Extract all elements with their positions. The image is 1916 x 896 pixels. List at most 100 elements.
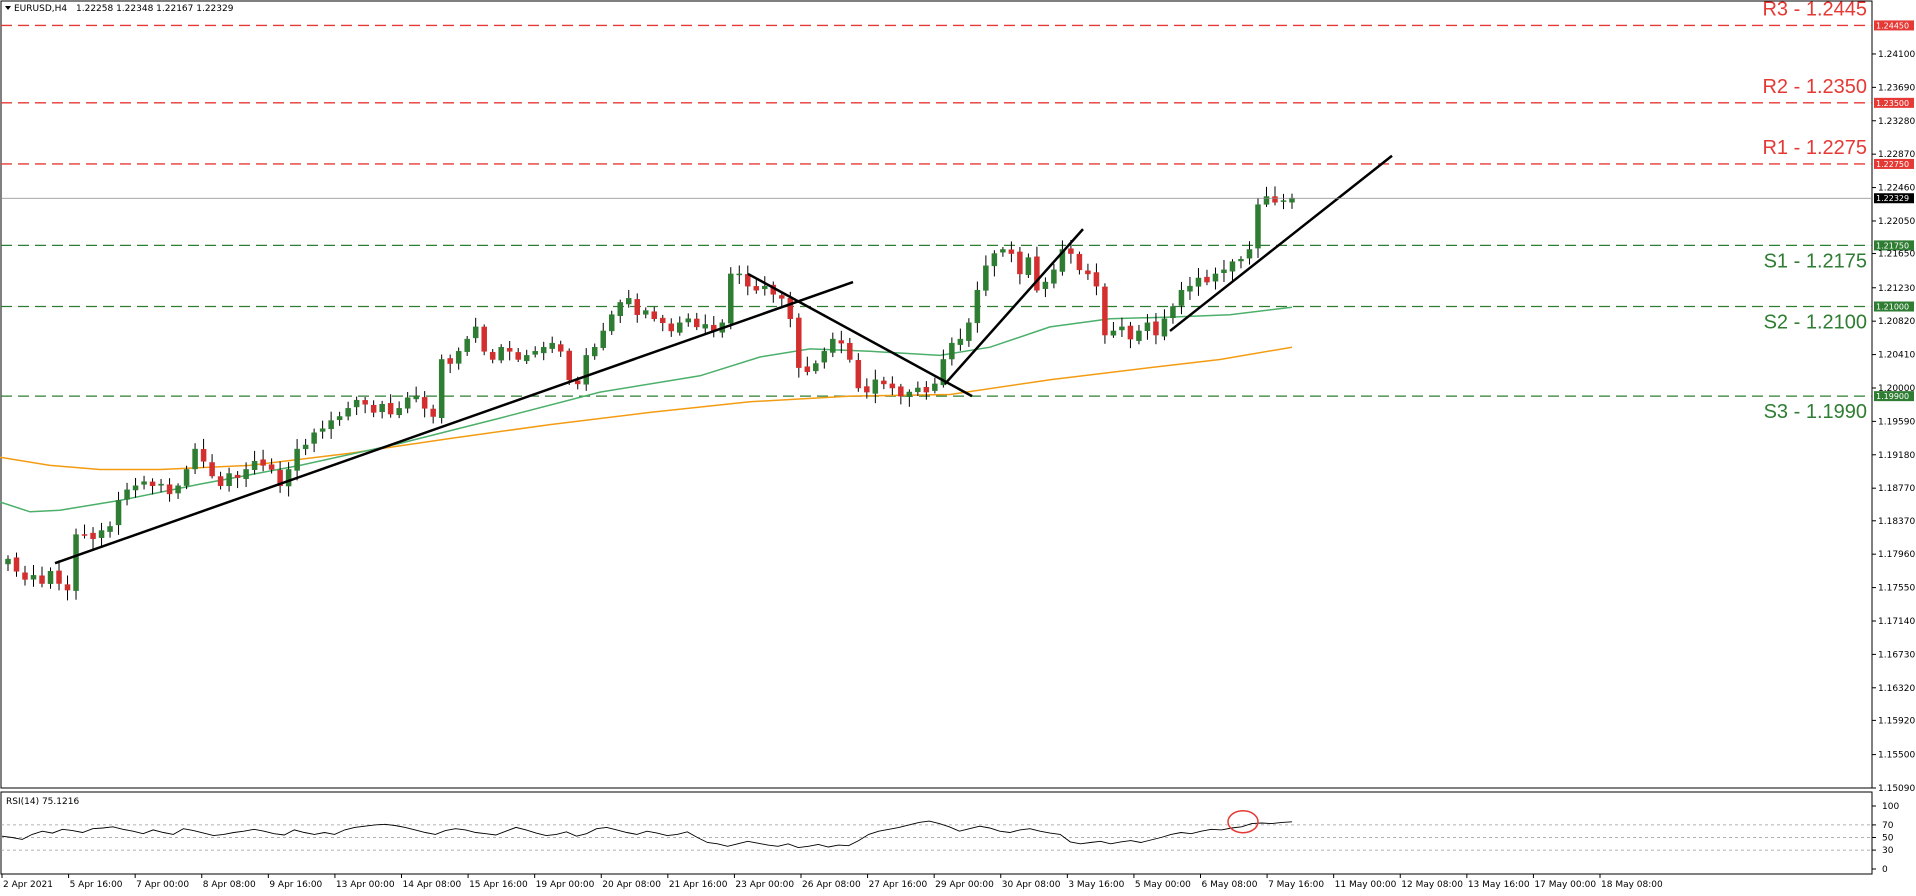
candle-body [966, 322, 972, 341]
candle-body [489, 351, 496, 360]
bear-candle [506, 340, 513, 361]
candle-body [957, 338, 964, 345]
bear-candle [90, 527, 96, 550]
candle-body [345, 408, 351, 417]
candle-body [617, 302, 623, 316]
bear-candle [889, 376, 896, 396]
level-price-tag-text: 1.23500 [1876, 99, 1909, 108]
bear-candle [277, 461, 283, 493]
bull-candle [47, 567, 54, 589]
bull-candle [141, 475, 147, 490]
trendline [1169, 154, 1393, 332]
rsi-tick-label: 0 [1882, 865, 1888, 875]
bear-candle [370, 400, 377, 418]
candle-body [166, 484, 173, 495]
price-tick-label: 1.22050 [1878, 217, 1915, 227]
dropdown-triangle-icon[interactable] [5, 6, 11, 10]
bear-candle [779, 292, 785, 308]
candle-body [200, 449, 207, 462]
bull-candle [591, 343, 598, 360]
price-tick-label: 1.20000 [1878, 384, 1915, 394]
level-price-tag-text: 1.19900 [1876, 392, 1909, 401]
candle-body [1093, 272, 1100, 287]
time-tick-label: 11 May 00:00 [1335, 880, 1397, 890]
bull-candle [617, 299, 623, 324]
rsi-line [1, 820, 1293, 849]
bear-candle [260, 449, 266, 472]
bull-candle [991, 250, 998, 277]
bull-candle [107, 521, 113, 538]
bull-candle [353, 396, 360, 416]
bear-candle [1008, 241, 1015, 263]
candle-body [81, 534, 88, 536]
candle-body [1246, 249, 1253, 259]
bear-candle [1034, 246, 1040, 293]
candle-body [779, 295, 785, 299]
bear-candle [39, 566, 45, 588]
candle-body [1263, 196, 1270, 205]
candle-body [1289, 197, 1295, 203]
candle-body [47, 571, 54, 584]
current-price-tag [1874, 193, 1914, 204]
bull-candle [124, 482, 130, 506]
candle-body [141, 481, 147, 485]
candle-body [5, 558, 11, 565]
candle-body [183, 469, 190, 486]
candle-body [1085, 270, 1091, 275]
candle-body [702, 324, 709, 329]
level-price-tag [1874, 301, 1914, 312]
candle-body [107, 526, 113, 532]
candle-body [540, 346, 547, 354]
bull-candle [906, 389, 913, 407]
candle-body [90, 532, 96, 539]
bull-candle [1195, 267, 1202, 296]
bear-candle [166, 478, 173, 502]
bull-candle [175, 483, 181, 499]
candle-body [855, 359, 862, 389]
candle-body [430, 408, 436, 417]
bull-candle [1187, 276, 1193, 300]
candle-body [396, 408, 402, 416]
candle-body [30, 575, 37, 580]
candle-body [498, 346, 504, 361]
time-tick-label: 19 Apr 00:00 [536, 880, 595, 890]
candle-body [124, 489, 130, 500]
trendline [54, 280, 854, 565]
time-tick-label: 15 Apr 16:00 [469, 880, 528, 890]
bull-candle [98, 522, 105, 547]
bull-candle [983, 255, 989, 297]
bull-candle [949, 337, 955, 366]
candle-body [1017, 251, 1023, 275]
bear-candle [838, 330, 845, 354]
bull-candle [379, 400, 385, 419]
bull-candle [540, 341, 547, 361]
bull-candle [608, 310, 615, 335]
time-tick-label: 8 Apr 08:00 [203, 880, 256, 890]
candle-body [251, 461, 258, 470]
bear-candle [864, 378, 870, 399]
candle-body [787, 298, 794, 319]
candle-body [1102, 286, 1108, 336]
bull-candle [762, 276, 768, 296]
bull-candle [1042, 277, 1049, 298]
level-label: S2 - 1.2100 [1764, 312, 1867, 334]
time-tick-label: 6 May 08:00 [1202, 880, 1258, 890]
bull-candle [115, 491, 122, 535]
bear-candle [149, 478, 156, 495]
candle-body [370, 404, 377, 413]
bear-candle [481, 324, 487, 356]
bull-candle [319, 420, 326, 439]
bull-candle [192, 443, 198, 475]
bear-candle [1153, 313, 1159, 345]
candle-body [1110, 330, 1117, 336]
candle-body [1204, 276, 1210, 283]
time-tick-label: 27 Apr 16:00 [869, 880, 928, 890]
candle-body [1076, 253, 1083, 271]
bear-candle [923, 381, 930, 400]
bull-candle [915, 381, 921, 396]
bear-candle [447, 354, 453, 374]
bull-candle [1025, 253, 1032, 278]
candle-body [1042, 281, 1049, 289]
bull-candle [1238, 256, 1244, 269]
bull-candle [464, 335, 470, 356]
